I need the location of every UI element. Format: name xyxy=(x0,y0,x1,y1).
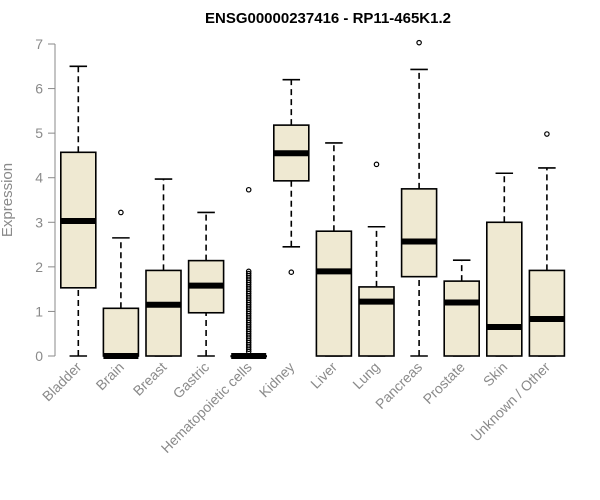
outlier-point xyxy=(416,39,422,46)
y-tick-label: 4 xyxy=(35,170,43,186)
box-liver xyxy=(315,142,353,357)
box-hematopoietic-cells xyxy=(230,186,267,359)
box-pancreas xyxy=(400,39,438,357)
box-bladder xyxy=(59,65,97,357)
x-tick-label: Bladder xyxy=(39,359,85,405)
x-tick-label: Kidney xyxy=(256,359,298,401)
box-rect xyxy=(358,286,395,357)
box-rect xyxy=(102,307,140,357)
box-unknown-other xyxy=(528,131,566,357)
box-prostate xyxy=(443,259,481,357)
x-tick-label: Prostate xyxy=(420,359,468,407)
chart-title: ENSG00000237416 - RP11-465K1.2 xyxy=(205,10,451,27)
y-tick-label: 2 xyxy=(35,259,43,275)
outlier-point xyxy=(373,161,380,168)
outlier-point xyxy=(544,131,550,137)
y-tick-label: 1 xyxy=(35,303,43,319)
y-tick-label: 7 xyxy=(35,36,43,52)
outlier-point xyxy=(118,209,124,216)
box-rect xyxy=(400,188,438,278)
outlier-point xyxy=(245,186,252,193)
box-rect xyxy=(443,280,481,357)
y-tick-label: 5 xyxy=(35,125,43,141)
x-tick-label: Gastric xyxy=(170,359,213,402)
box-rect xyxy=(145,269,182,357)
x-tick-label: Pancreas xyxy=(372,359,425,412)
outlier-point xyxy=(245,268,252,275)
box-gastric xyxy=(187,211,225,357)
x-tick-label: Unknown / Other xyxy=(467,359,553,445)
y-tick-label: 3 xyxy=(35,214,43,230)
y-axis-label: Expression xyxy=(0,163,16,237)
x-tick-label: Brain xyxy=(93,359,127,393)
boxes-layer xyxy=(59,39,566,359)
box-rect xyxy=(485,221,523,357)
x-tick-label: Skin xyxy=(480,359,511,390)
box-lung xyxy=(358,161,395,357)
box-rect xyxy=(315,230,353,357)
outlier-point xyxy=(245,270,252,277)
box-breast xyxy=(145,178,182,357)
x-tick-label: Breast xyxy=(130,359,170,399)
box-brain xyxy=(102,209,140,359)
outlier-point xyxy=(288,269,295,276)
x-tick-label: Liver xyxy=(307,359,340,392)
box-skin xyxy=(485,172,523,357)
x-tick-label: Lung xyxy=(349,359,382,392)
y-axis: 0 1 2 3 4 5 6 7 xyxy=(35,36,56,364)
box-kidney xyxy=(272,78,310,276)
y-tick-label: 0 xyxy=(35,348,43,364)
y-tick-label: 6 xyxy=(35,81,43,97)
box-rect xyxy=(528,269,566,357)
